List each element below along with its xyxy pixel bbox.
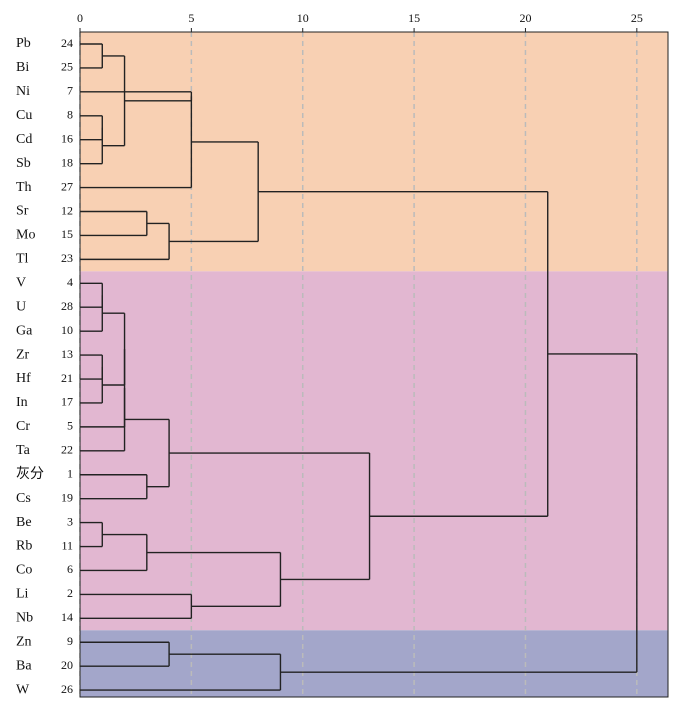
leaf-name: U (16, 299, 26, 314)
x-tick-label: 10 (297, 11, 309, 25)
leaf-name: V (16, 276, 26, 291)
leaf-name: Tl (16, 252, 29, 267)
leaf-id: 18 (61, 155, 73, 169)
leaf-name: Nb (16, 611, 33, 626)
leaf-id: 19 (61, 490, 73, 504)
plot-frame (79, 31, 669, 698)
leaf-id: 17 (61, 395, 73, 409)
leaf-name: Li (16, 587, 29, 602)
x-tick-label: 0 (77, 11, 83, 25)
leaf-id: 2 (67, 586, 73, 600)
leaf-id: 15 (61, 227, 73, 241)
leaf-name: Ga (16, 323, 33, 338)
leaf-name: In (16, 395, 28, 410)
leaf-id: 22 (61, 443, 73, 457)
leaf-id: 24 (61, 36, 73, 50)
leaf-name: Cu (16, 108, 32, 123)
leaf-name: Hf (16, 371, 31, 386)
leaf-id: 26 (61, 682, 73, 696)
leaf-id: 11 (61, 538, 73, 552)
leaf-id: 20 (61, 658, 73, 672)
cluster-band (80, 630, 668, 697)
leaf-name: W (16, 682, 30, 697)
leaf-id: 1 (67, 466, 73, 480)
leaf-id: 13 (61, 347, 73, 361)
x-tick-label: 5 (188, 11, 194, 25)
leaf-name: Zn (16, 634, 32, 649)
leaf-name: Ta (16, 443, 31, 458)
cluster-band (80, 271, 668, 631)
leaf-name: Sr (16, 204, 29, 219)
leaf-id: 28 (61, 299, 73, 313)
leaf-id: 3 (67, 514, 73, 528)
leaf-id: 7 (67, 84, 73, 98)
leaf-id: 23 (61, 251, 73, 265)
leaf-id: 8 (67, 108, 73, 122)
leaf-name: Be (16, 515, 32, 530)
leaf-id: 4 (67, 275, 73, 289)
leaf-name: Ba (16, 658, 32, 673)
x-tick-label: 25 (631, 11, 643, 25)
leaf-name: 灰分 (16, 466, 44, 482)
leaf-id: 21 (61, 371, 73, 385)
leaf-name: Rb (16, 539, 32, 554)
leaf-name: Bi (16, 60, 29, 75)
leaf-id: 9 (67, 634, 73, 648)
leaf-name: Mo (16, 228, 35, 243)
x-tick-label: 20 (519, 11, 531, 25)
leaf-name: Th (16, 180, 32, 195)
leaf-name: Cr (16, 419, 30, 434)
leaf-name: Cs (16, 491, 31, 506)
leaf-id: 6 (67, 562, 73, 576)
leaf-id: 16 (61, 131, 73, 145)
leaf-id: 5 (67, 419, 73, 433)
leaf-id: 25 (61, 60, 73, 74)
leaf-id: 27 (61, 179, 73, 193)
leaf-name: Co (16, 563, 32, 578)
leaf-name: Sb (16, 156, 31, 171)
x-tick-label: 15 (408, 11, 420, 25)
leaf-id: 12 (61, 203, 73, 217)
leaf-name: Ni (16, 84, 30, 99)
leaf-name: Cd (16, 132, 32, 147)
leaf-name: Zr (16, 347, 30, 362)
leaf-name: Pb (16, 36, 31, 51)
cluster-band (80, 32, 668, 272)
leaf-id: 14 (61, 610, 73, 624)
leaf-id: 10 (61, 323, 73, 337)
